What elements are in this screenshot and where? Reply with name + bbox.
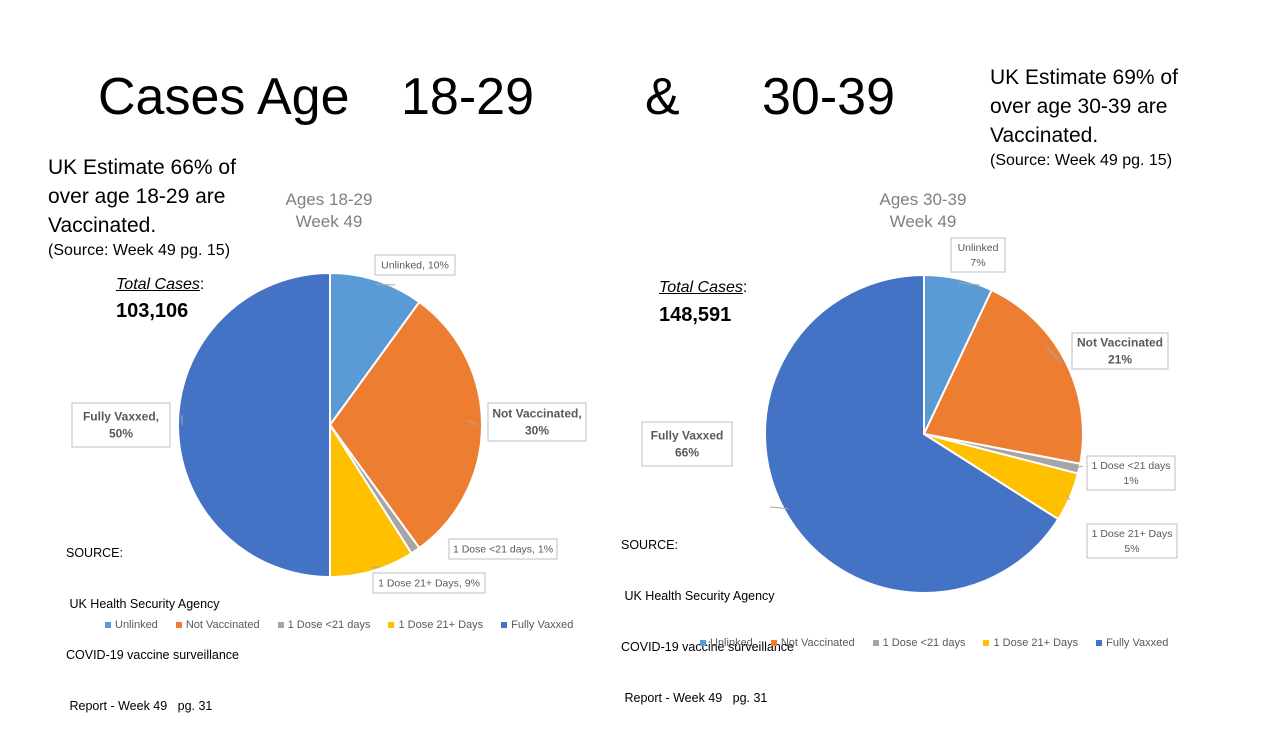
right-source-line: UK Health Security Agency [621,588,794,605]
legend-label: Fully Vaxxed [511,619,573,631]
data-label-text: 7% [970,257,985,269]
legend-label: Fully Vaxxed [1106,637,1168,649]
legend-item: 1 Dose 21+ Days [388,619,483,631]
right-source-block: SOURCE: UK Health Security Agency COVID-… [621,503,794,724]
right-source-line: Report - Week 49 pg. 31 [621,690,794,707]
data-label-text: Fully Vaxxed, [83,410,159,424]
legend-item: Unlinked [700,637,753,649]
left-source-line: UK Health Security Agency [66,596,239,613]
legend-swatch [1096,640,1102,646]
legend-label: 1 Dose 21+ Days [398,619,483,631]
legend-label: Unlinked [710,637,753,649]
data-label-text: 1 Dose 21+ Days, 9% [378,578,480,590]
data-label-text: 21% [1108,353,1132,367]
legend-swatch [105,622,111,628]
data-label-text: Not Vaccinated, [492,407,581,421]
legend-label: 1 Dose 21+ Days [993,637,1078,649]
legend-label: Not Vaccinated [781,637,855,649]
data-label-text: 1% [1123,475,1138,487]
legend-swatch [176,622,182,628]
data-label-text: 1 Dose 21+ Days [1092,528,1173,540]
legend-swatch [771,640,777,646]
data-label-text: Unlinked, 10% [381,260,449,272]
legend-label: Not Vaccinated [186,619,260,631]
legend-swatch [873,640,879,646]
data-label-text: Unlinked [958,242,999,254]
data-label-text: 5% [1124,543,1139,555]
right-legend: Unlinked Not Vaccinated 1 Dose <21 days … [700,637,1168,649]
data-label-text: Not Vaccinated [1077,336,1163,350]
data-label-text: 30% [525,424,549,438]
legend-item: 1 Dose 21+ Days [983,637,1078,649]
data-label-text: Fully Vaxxed [651,429,724,443]
left-legend: Unlinked Not Vaccinated 1 Dose <21 days … [105,619,573,631]
legend-item: 1 Dose <21 days [873,637,966,649]
legend-label: Unlinked [115,619,158,631]
data-label-text: 1 Dose <21 days, 1% [453,544,553,556]
legend-swatch [501,622,507,628]
left-source-line: COVID-19 vaccine surveillance [66,647,239,664]
left-source-line: Report - Week 49 pg. 31 [66,698,239,715]
left-source-line: SOURCE: [66,545,239,562]
legend-item: Unlinked [105,619,158,631]
legend-swatch [278,622,284,628]
right-source-line: SOURCE: [621,537,794,554]
legend-item: Fully Vaxxed [1096,637,1168,649]
legend-swatch [983,640,989,646]
legend-label: 1 Dose <21 days [883,637,966,649]
legend-swatch [700,640,706,646]
legend-item: Not Vaccinated [176,619,260,631]
legend-swatch [388,622,394,628]
legend-item: Not Vaccinated [771,637,855,649]
legend-item: Fully Vaxxed [501,619,573,631]
data-label-text: 50% [109,427,133,441]
legend-item: 1 Dose <21 days [278,619,371,631]
legend-label: 1 Dose <21 days [288,619,371,631]
data-label-text: 66% [675,446,699,460]
data-label-text: 1 Dose <21 days [1091,460,1170,472]
